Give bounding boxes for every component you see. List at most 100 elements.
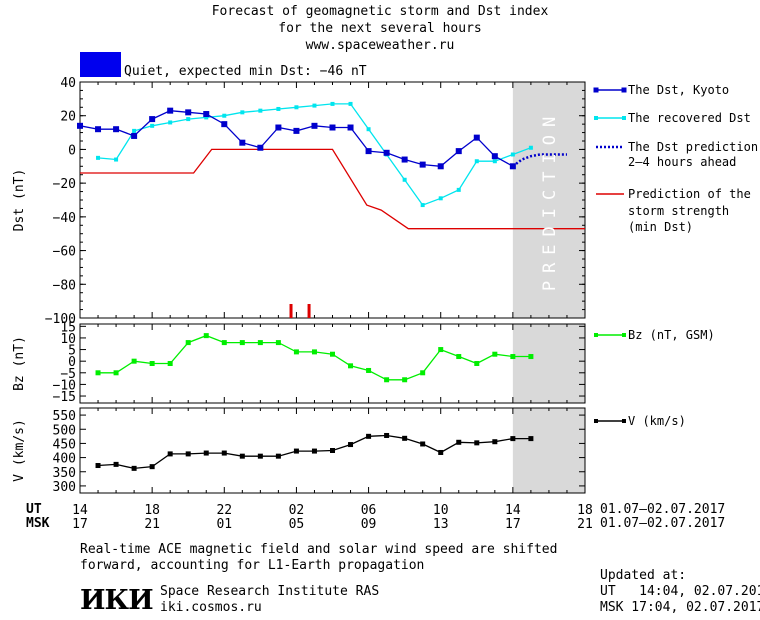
v-point xyxy=(311,448,317,454)
dst-kyoto-point xyxy=(473,134,480,141)
legend-dst-prediction: The Dst prediction xyxy=(628,140,759,154)
dst-kyoto-point xyxy=(383,149,390,156)
storm-strength-line xyxy=(80,148,585,230)
bz-y-tick-label: 15 xyxy=(60,320,76,335)
v-point xyxy=(474,440,480,446)
legend-bz-sample-marker xyxy=(594,333,598,337)
v-point xyxy=(420,441,426,447)
v-y-tick-label: 500 xyxy=(53,423,76,438)
dst-kyoto-point xyxy=(275,124,282,131)
footer-note-line-1: Real-time ACE magnetic field and solar w… xyxy=(80,542,558,557)
v-point xyxy=(203,450,209,456)
recovered-dst-point xyxy=(240,110,245,115)
updated-msk: MSK 17:04, 02.07.2017 xyxy=(600,600,760,615)
v-point xyxy=(293,448,299,454)
bz-point xyxy=(149,361,155,366)
legend-v-sample-marker xyxy=(594,419,598,423)
recovered-dst-point xyxy=(528,145,533,150)
msk-label: MSK xyxy=(26,516,50,531)
bz-line xyxy=(98,334,531,381)
bz-point xyxy=(95,370,101,376)
dst-kyoto-point xyxy=(257,144,264,151)
recovered-dst-point xyxy=(456,187,461,192)
recovered-dst-point xyxy=(276,106,281,111)
bz-point xyxy=(113,370,119,376)
legend-dst-kyoto-sample-marker xyxy=(621,87,627,93)
dst-y-tick-label: 0 xyxy=(68,143,76,158)
v-point xyxy=(95,463,101,469)
dst-kyoto-point xyxy=(149,116,156,123)
recovered-dst-point xyxy=(312,103,317,108)
v-point xyxy=(528,436,534,442)
dst-kyoto-point xyxy=(311,122,318,129)
recovered-dst-point xyxy=(186,117,191,122)
bz-point xyxy=(221,340,227,346)
bz-y-tick-label: −15 xyxy=(53,390,76,405)
recovered-dst-point xyxy=(96,155,101,160)
status-color-swatch xyxy=(80,52,121,77)
v-point xyxy=(402,435,408,441)
website-url: www.spaceweather.ru xyxy=(305,38,455,53)
legend xyxy=(593,87,627,423)
bz-point xyxy=(420,370,426,376)
v-point xyxy=(185,451,191,457)
recovered-dst-point xyxy=(330,101,335,106)
v-point xyxy=(348,442,354,448)
v-point xyxy=(366,433,372,439)
dst-y-tick-label: −20 xyxy=(53,177,76,192)
updated-label: Updated at: xyxy=(600,568,687,583)
msk-tick-label: 21 xyxy=(577,517,593,532)
recovered-dst-line xyxy=(97,103,532,206)
bz-y-axis-label: Bz (nT) xyxy=(12,336,27,391)
dst-prediction-line xyxy=(512,153,567,168)
legend-recovered-dst: The recovered Dst xyxy=(628,111,751,125)
prediction-label: PREDICTION xyxy=(540,109,560,291)
legend-storm-1: Prediction of the xyxy=(628,187,751,201)
msk-tick-label: 09 xyxy=(361,517,377,532)
msk-tick-label: 13 xyxy=(433,517,449,532)
dst-kyoto-point xyxy=(437,163,444,170)
time-axis: 14 18 22 02 06 10 14 18 17 21 01 05 09 13 17 21 xyxy=(72,503,593,532)
legend-bz: Bz (nT, GSM) xyxy=(628,328,715,342)
v-point xyxy=(257,453,263,459)
msk-tick-label: 17 xyxy=(505,517,521,532)
recovered-dst-point xyxy=(438,196,443,201)
v-point xyxy=(438,449,444,455)
dst-kyoto-point xyxy=(77,122,83,129)
date-range-msk: 01.07–02.07.2017 xyxy=(600,516,726,531)
v-point xyxy=(275,453,281,459)
bz-point xyxy=(167,361,173,366)
bz-point xyxy=(330,351,335,357)
dst-kyoto-point xyxy=(509,163,516,170)
v-point xyxy=(239,453,245,459)
recovered-dst-point xyxy=(222,113,227,118)
ut-tick-label: 14 xyxy=(505,503,521,518)
recovered-dst-point xyxy=(420,203,425,208)
legend-v: V (km/s) xyxy=(628,414,686,428)
legend-recovered-sample-marker xyxy=(622,116,626,120)
ut-tick-label: 18 xyxy=(577,503,593,518)
bz-point xyxy=(257,340,263,346)
dst-kyoto-point xyxy=(221,121,228,128)
bz-y-tick-label: −10 xyxy=(53,378,76,393)
bz-prediction-band xyxy=(512,324,585,403)
legend-recovered-sample-marker xyxy=(594,116,598,120)
bz-point xyxy=(528,354,534,360)
v-point xyxy=(131,465,137,471)
recovered-dst-point xyxy=(168,120,173,125)
institute-site: iki.cosmos.ru xyxy=(160,600,262,615)
bz-point xyxy=(311,349,317,355)
bz-point xyxy=(384,377,390,383)
legend-storm-3: (min Dst) xyxy=(628,220,694,234)
v-point xyxy=(510,436,516,442)
date-range-ut: 01.07–02.07.2017 xyxy=(600,502,726,517)
recovered-dst-point xyxy=(132,128,137,133)
bz-point xyxy=(275,340,281,346)
legend-dst-kyoto-sample-marker xyxy=(593,87,599,93)
dst-kyoto-point xyxy=(131,132,138,139)
status-text: Quiet, expected min Dst: −46 nT xyxy=(124,64,367,79)
recovered-dst-point xyxy=(402,177,407,182)
dst-kyoto-point xyxy=(329,124,336,131)
ut-tick-label: 06 xyxy=(361,503,377,518)
